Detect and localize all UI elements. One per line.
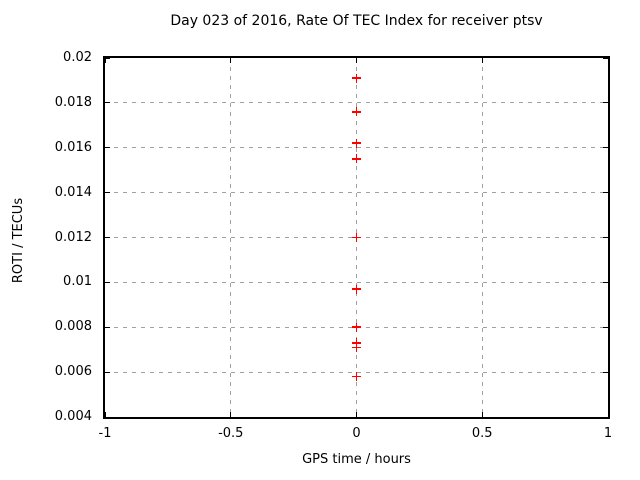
y-tick-right [603,192,608,194]
data-point-marker [352,107,361,117]
y-tick-label: 0.014 [54,184,92,200]
x-tick-label: -0.5 [218,426,244,441]
x-axis-label: GPS time / hours [302,452,411,467]
x-tick-label: 0 [352,426,361,441]
x-tick-top [356,58,357,63]
data-point-marker [352,342,361,352]
y-tick-left [105,237,110,238]
y-tick-left [105,192,110,194]
data-point-marker [352,154,361,164]
x-gridline [230,58,232,417]
y-tick-label: 0.02 [63,50,92,65]
x-tick-top [607,58,609,63]
y-tick-left [105,147,110,149]
x-tick-bottom [356,412,357,417]
data-point-marker [352,284,361,294]
y-tick-right [603,147,608,149]
y-tick-left [105,57,110,59]
x-tick-bottom [104,412,106,417]
x-tick-bottom [607,412,609,417]
x-tick-label: -1 [98,426,112,441]
data-point-marker [352,73,361,83]
x-tick-bottom [230,412,232,417]
x-tick-top [230,58,232,63]
data-point-marker [352,138,361,148]
y-tick-label: 0.012 [54,229,92,245]
y-tick-left [105,371,110,373]
data-point-marker [352,372,361,382]
y-tick-left [105,102,110,104]
y-tick-right [603,281,608,283]
y-tick-right [603,371,608,373]
y-tick-label: 0.004 [54,409,92,424]
y-tick-left [105,326,110,328]
y-tick-right [603,102,608,104]
y-tick-label: 0.01 [63,274,92,290]
y-tick-left [105,416,110,418]
x-gridline [481,58,483,417]
x-tick-label: 0.5 [471,426,493,441]
x-tick-label: 1 [603,426,613,441]
x-tick-top [481,58,483,63]
y-tick-right [603,237,608,238]
y-tick-right [603,326,608,328]
y-tick-label: 0.006 [54,364,92,380]
y-tick-right [603,416,608,418]
y-tick-label: 0.018 [54,94,92,110]
data-point-marker [352,233,361,242]
y-tick-label: 0.008 [54,319,92,335]
y-tick-left [105,281,110,283]
data-point-marker [352,322,361,332]
chart-title: Day 023 of 2016, Rate Of TEC Index for r… [170,13,543,29]
x-tick-bottom [481,412,483,417]
y-tick-label: 0.016 [54,139,92,155]
x-tick-top [104,58,106,63]
plot-area [103,56,610,419]
y-tick-right [603,57,608,59]
